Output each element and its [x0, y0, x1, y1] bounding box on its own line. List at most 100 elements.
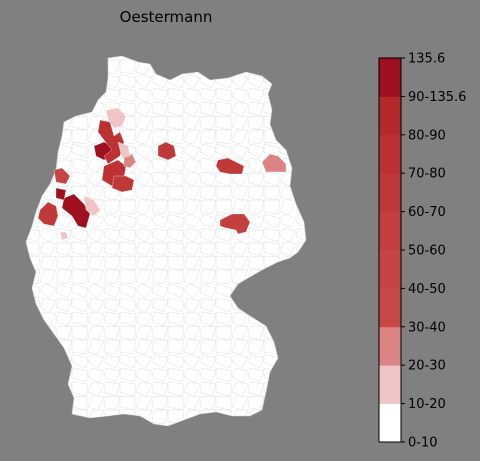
district-border [71, 311, 89, 327]
district-border [215, 423, 233, 426]
district-border [199, 171, 217, 187]
legend-labels: 0-10 10-20 20-30 30-40 40-50 50-60 60-70 70-80 8… [401, 52, 466, 450]
district-border [279, 311, 297, 327]
district-border [39, 381, 57, 397]
district-border [183, 381, 201, 397]
district-border [199, 339, 217, 355]
district-border [231, 367, 249, 383]
district-border [295, 367, 306, 383]
district-region [83, 195, 101, 217]
district-border [199, 297, 217, 313]
district-border [151, 339, 169, 355]
district-border [199, 101, 217, 117]
district-border [279, 381, 297, 397]
district-region [37, 201, 59, 227]
district-border [55, 269, 73, 285]
district-border [215, 87, 233, 103]
district-region [53, 167, 71, 185]
district-border [87, 241, 105, 257]
district-border [295, 101, 306, 117]
district-border [247, 73, 265, 89]
legend-bin [379, 365, 401, 404]
district-border [183, 241, 201, 257]
district-border [183, 283, 201, 299]
district-border [135, 339, 153, 355]
highlighted-districts [37, 107, 287, 241]
district-border [231, 241, 249, 257]
district-border [215, 199, 233, 215]
district-border [26, 311, 41, 327]
district-border [295, 395, 306, 411]
district-border [119, 73, 137, 89]
district-border [26, 339, 41, 355]
legend-tick-label: 80-90 [408, 128, 446, 143]
district-border [295, 325, 306, 341]
district-border [199, 87, 217, 103]
district-border [135, 101, 153, 117]
district-border [71, 171, 89, 187]
legend-bin [379, 96, 401, 136]
district-border [71, 129, 89, 145]
district-border [103, 241, 121, 257]
district-border [167, 311, 185, 327]
district-border [295, 297, 306, 313]
district-border [167, 73, 185, 89]
district-border [215, 381, 233, 397]
district-border [103, 367, 121, 383]
district-border [103, 353, 121, 369]
district-border [279, 353, 297, 369]
district-border [215, 129, 233, 145]
district-border [119, 241, 137, 257]
district-border [231, 353, 249, 369]
district-border [167, 297, 185, 313]
district-border [295, 227, 306, 243]
district-border [295, 59, 306, 75]
district-region [55, 187, 67, 201]
district-border [151, 269, 169, 285]
district-border [119, 59, 137, 75]
district-border [167, 339, 185, 355]
district-region [215, 157, 245, 175]
district-border [39, 129, 57, 145]
district-border [183, 423, 201, 426]
district-border [199, 199, 217, 215]
district-border [183, 129, 201, 145]
district-border [183, 87, 201, 103]
district-border [295, 87, 306, 103]
district-border [151, 213, 169, 229]
district-border [247, 199, 265, 215]
district-border [247, 297, 265, 313]
district-border [151, 171, 169, 187]
district-border [279, 423, 297, 426]
district-border [279, 339, 297, 355]
district-border [279, 59, 297, 75]
district-border [167, 157, 185, 173]
district-border [87, 59, 105, 75]
germany-landmass [25, 55, 307, 427]
district-region [261, 153, 287, 173]
district-border [247, 241, 265, 257]
district-border [247, 339, 265, 355]
district-border [263, 409, 281, 425]
district-border [135, 297, 153, 313]
district-border [135, 227, 153, 243]
district-border [295, 353, 306, 369]
district-border [39, 59, 57, 75]
legend-bins [379, 58, 401, 443]
legend-max-label: 135.6 [408, 52, 445, 67]
district-border [119, 213, 137, 229]
district-border [71, 59, 89, 75]
district-border [295, 73, 306, 89]
district-border [26, 241, 41, 257]
district-border [151, 157, 169, 173]
district-border [151, 283, 169, 299]
district-border [263, 227, 281, 243]
district-border [215, 339, 233, 355]
district-border [279, 129, 297, 145]
district-region [219, 213, 251, 235]
district-border [71, 339, 89, 355]
district-border [39, 101, 57, 117]
district-border [71, 241, 89, 257]
district-border [167, 381, 185, 397]
district-border [55, 241, 73, 257]
